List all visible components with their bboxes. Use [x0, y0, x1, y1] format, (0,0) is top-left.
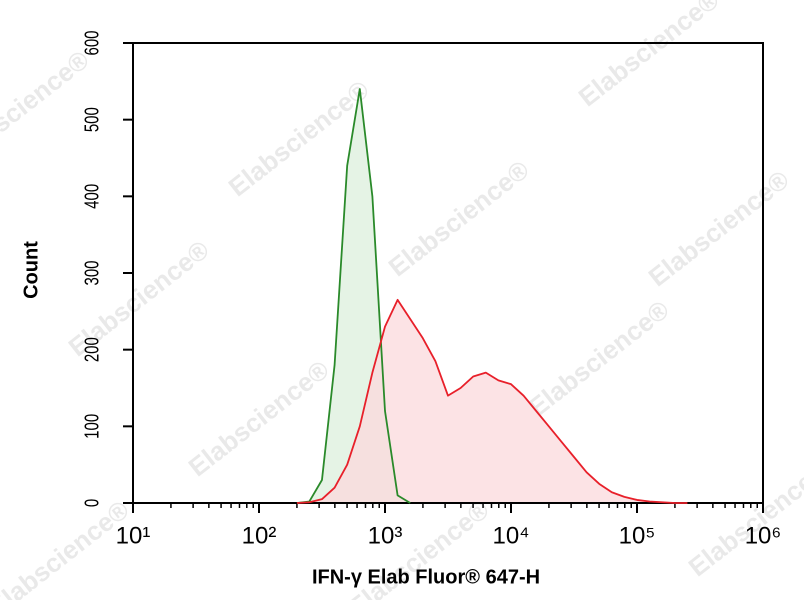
- watermark: Elabscience®: [183, 354, 335, 482]
- x-tick-label: 10⁴: [492, 522, 529, 549]
- y-tick-label: 400: [80, 184, 103, 209]
- watermark: Elabscience®: [683, 454, 804, 582]
- area-fill: [296, 299, 688, 503]
- y-axis-label: Count: [20, 241, 42, 299]
- histogram-line: [296, 88, 411, 504]
- x-tick-label: 10²: [242, 522, 277, 549]
- y-tick-label: 100: [80, 414, 103, 439]
- watermark: Elabscience®: [573, 0, 725, 112]
- y-tick-label: 0: [80, 499, 103, 507]
- x-tick-label: 10⁵: [619, 522, 656, 549]
- watermark: Elabscience®: [0, 494, 135, 600]
- x-tick-label: 10⁶: [745, 522, 782, 549]
- y-tick-label: 300: [80, 260, 103, 285]
- watermark: Elabscience®: [523, 294, 675, 422]
- x-tick-label: 10¹: [116, 522, 151, 549]
- y-tick-label: 200: [80, 337, 103, 362]
- y-tick-label: 500: [80, 107, 103, 132]
- y-tick-label: 600: [80, 30, 103, 55]
- x-axis-label: IFN-γ Elab Fluor® 647-H: [312, 566, 540, 588]
- watermark: Elabscience®: [383, 154, 535, 282]
- histogram-line: [296, 298, 688, 504]
- x-tick-label: 10³: [368, 522, 403, 549]
- watermark: Elabscience®: [643, 164, 795, 292]
